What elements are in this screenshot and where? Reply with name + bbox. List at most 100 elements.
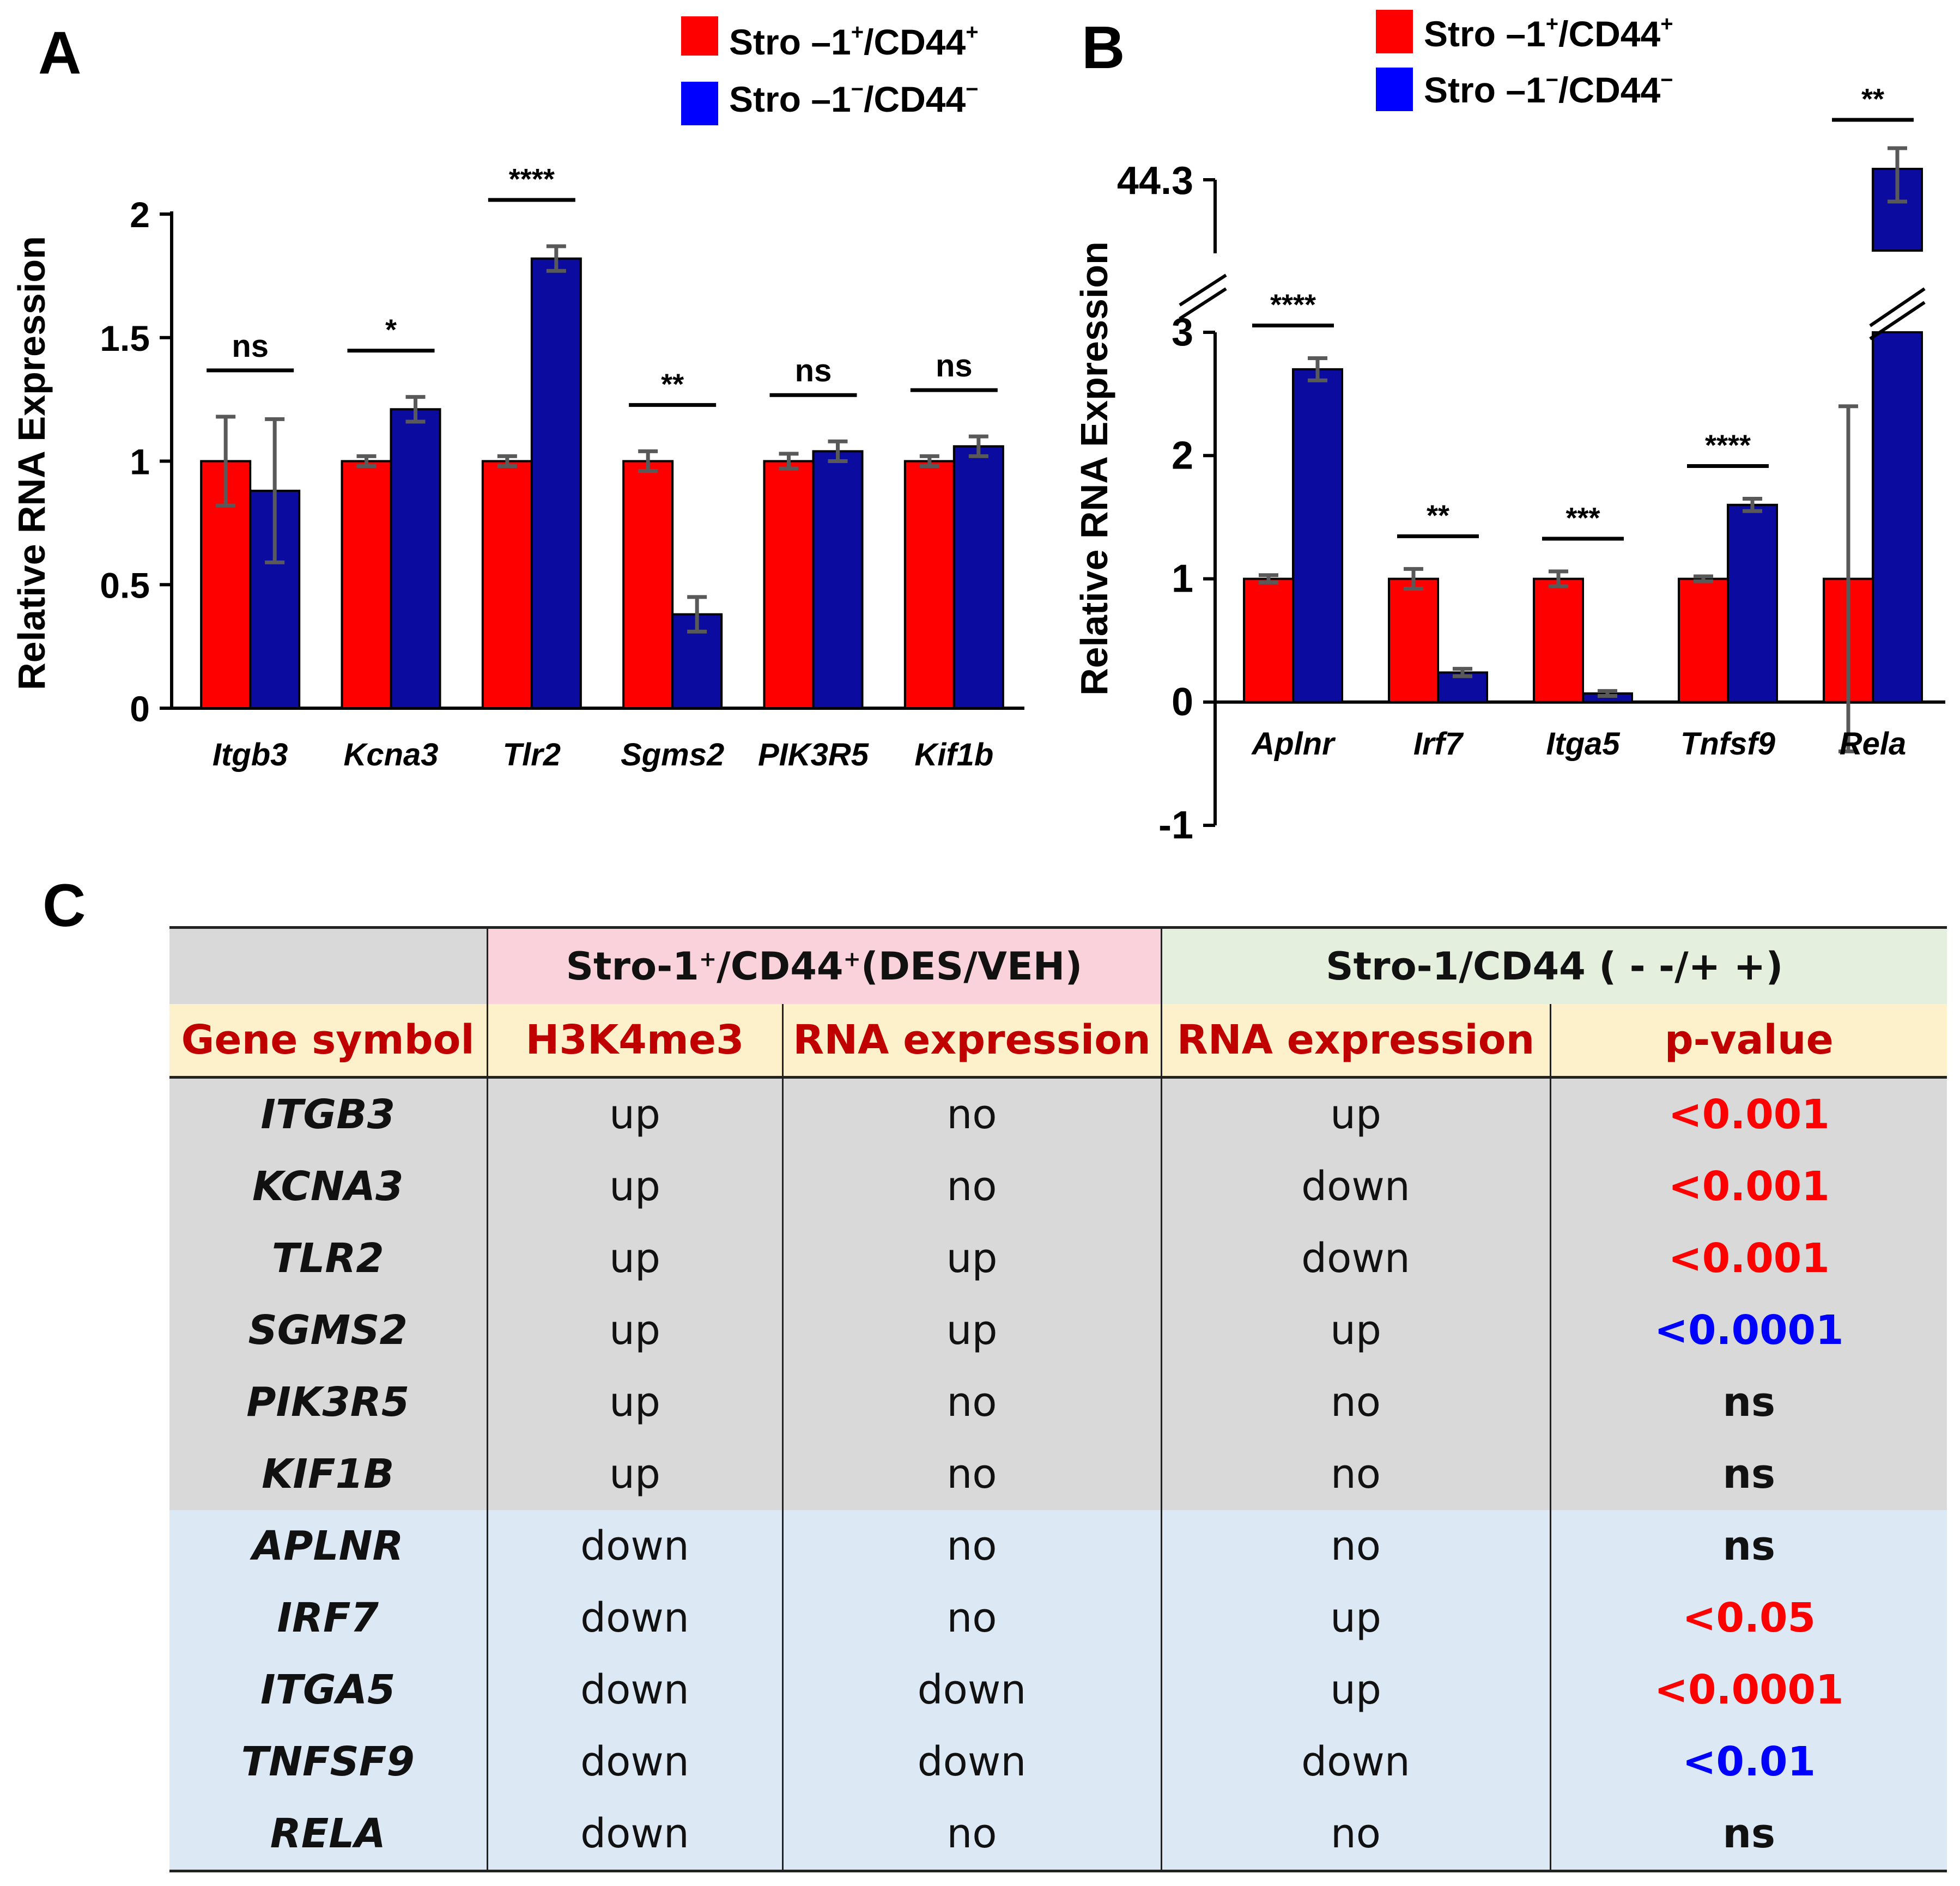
legend-b-blue-sup2: − — [1660, 68, 1673, 92]
h3k4me3-cell: up — [486, 1366, 782, 1438]
results-table-container: Stro-1+/CD44+(DES/VEH) Stro-1/CD44 ( - -… — [169, 926, 1947, 1879]
p-value-cell: ns — [1549, 1798, 1947, 1872]
legend-a-blue-prefix: Stro –1 — [729, 79, 851, 119]
h3k4me3-cell: up — [486, 1077, 782, 1151]
legend-b-label-red: Stro –1+/CD44+ — [1424, 12, 1673, 54]
p-value-cell: ns — [1549, 1438, 1947, 1510]
chart-b-bar-series1 — [1388, 577, 1439, 703]
chart-b-axis-break-mark — [1179, 287, 1227, 320]
legend-a-blue-mid: /CD44 — [864, 79, 966, 119]
rna-expression-2-cell: up — [1160, 1294, 1550, 1366]
chart-a-category-label: Kcna3 — [343, 737, 438, 772]
chart-b-bar-break-gap — [1867, 252, 1927, 328]
p-value-cell: ns — [1549, 1366, 1947, 1438]
chart-a-bar-series2 — [530, 257, 582, 709]
table-row: IRF7 down no up <0.05 — [169, 1582, 1947, 1654]
chart-a-bar-series1 — [763, 460, 815, 709]
h3k4me3-cell: down — [486, 1726, 782, 1798]
results-table: Stro-1+/CD44+(DES/VEH) Stro-1/CD44 ( - -… — [169, 926, 1947, 1872]
legend-b-red-sup1: + — [1546, 12, 1558, 36]
legend-a-label-blue: Stro –1−/CD44− — [729, 77, 979, 119]
legend-a-swatch-blue — [681, 82, 718, 125]
rna-expression-1-cell: no — [781, 1582, 1161, 1654]
rna-expression-2-cell: up — [1160, 1654, 1550, 1726]
p-value-cell: <0.001 — [1549, 1077, 1947, 1151]
chart-a-significance-label: ** — [661, 368, 684, 400]
chart-a-significance-label: ns — [795, 353, 832, 388]
legend-b-swatch-red — [1376, 10, 1413, 53]
chart-a-ytick-label: 0.5 — [100, 565, 150, 605]
chart-b-bar-series2 — [1727, 503, 1778, 703]
chart-b-ytick-label: 0 — [1172, 680, 1193, 724]
chart-a-category-label: Itgb3 — [213, 737, 288, 772]
chart-b-category-label: Aplnr — [1251, 726, 1336, 762]
rna-expression-1-cell: no — [781, 1077, 1161, 1151]
legend-a-label-red: Stro –1+/CD44+ — [729, 20, 979, 62]
legend-b-red-sup2: + — [1660, 12, 1673, 36]
chart-b-ylabel: Relative RNA Expression — [1073, 241, 1115, 696]
legend-b-blue-mid: /CD44 — [1558, 70, 1660, 110]
chart-b-bar-series2 — [1872, 331, 1923, 703]
legend-b-label-blue: Stro –1−/CD44− — [1424, 68, 1673, 110]
rna-expression-1-cell: down — [781, 1726, 1161, 1798]
column-header-gene-symbol: Gene symbol — [169, 1004, 487, 1079]
chart-b-bar-series1 — [1678, 577, 1729, 703]
chart-b-significance-label: **** — [1705, 429, 1751, 461]
p-value-cell: <0.0001 — [1549, 1654, 1947, 1726]
rna-expression-1-cell: up — [781, 1222, 1161, 1294]
chart-a-category-label: Tlr2 — [503, 737, 561, 772]
chart-a-ylabel: Relative RNA Expression — [10, 236, 53, 690]
chart-a-ytick-label: 1 — [130, 442, 150, 482]
table-row: ITGA5 down down up <0.0001 — [169, 1654, 1947, 1726]
panel-b-letter: B — [1082, 14, 1125, 81]
legend-a-red-sup2: + — [966, 20, 978, 44]
gene-cell: KIF1B — [169, 1438, 487, 1510]
column-header-rna-expression-1: RNA expression — [781, 1004, 1161, 1079]
legend-b-blue-prefix: Stro –1 — [1424, 70, 1546, 110]
rna-expression-1-cell: no — [781, 1798, 1161, 1872]
gene-cell: KCNA3 — [169, 1151, 487, 1222]
h3k4me3-cell: down — [486, 1582, 782, 1654]
gene-cell: PIK3R5 — [169, 1366, 487, 1438]
chart-b-ytick-label: 3 — [1172, 311, 1193, 354]
rna-expression-2-cell: no — [1160, 1798, 1550, 1872]
rna-expression-1-cell: no — [781, 1510, 1161, 1582]
h3k4me3-cell: up — [486, 1222, 782, 1294]
chart-b-category-label: Rela — [1840, 726, 1907, 762]
p-value-cell: <0.05 — [1549, 1582, 1947, 1654]
chart-a-ytick-label: 1.5 — [100, 318, 150, 358]
chart-a-ytick-label: 2 — [130, 194, 150, 235]
h3k4me3-cell: down — [486, 1510, 782, 1582]
group-header-1-sup1: + — [699, 947, 717, 972]
rna-expression-1-cell: down — [781, 1654, 1161, 1726]
legend-a: Stro –1+/CD44+ Stro –1−/CD44− — [681, 16, 979, 125]
table-row: KIF1B up no no ns — [169, 1438, 1947, 1510]
chart-b-significance-label: ** — [1427, 499, 1449, 532]
table-row: TNFSF9 down down down <0.01 — [169, 1726, 1947, 1798]
gene-cell: APLNR — [169, 1510, 487, 1582]
group-header-1-sup2: + — [843, 947, 861, 972]
h3k4me3-cell: up — [486, 1438, 782, 1510]
chart-b-bar-break-mark — [1869, 287, 1926, 327]
legend-a-red-sup1: + — [851, 20, 864, 44]
legend-b-red-prefix: Stro –1 — [1424, 14, 1546, 54]
table-row: ITGB3 up no up <0.001 — [169, 1077, 1947, 1151]
table-row: PIK3R5 up no no ns — [169, 1366, 1947, 1438]
table-row: TLR2 up up down <0.001 — [169, 1222, 1947, 1294]
panel-a-letter: A — [38, 20, 81, 87]
rna-expression-1-cell: up — [781, 1294, 1161, 1366]
table-header-blank — [169, 926, 487, 1004]
rna-expression-2-cell: up — [1160, 1582, 1550, 1654]
rna-expression-2-cell: down — [1160, 1151, 1550, 1222]
table-row: SGMS2 up up up <0.0001 — [169, 1294, 1947, 1366]
legend-a-red-prefix: Stro –1 — [729, 22, 851, 62]
rna-expression-2-cell: no — [1160, 1438, 1550, 1510]
h3k4me3-cell: down — [486, 1654, 782, 1726]
rna-expression-2-cell: up — [1160, 1077, 1550, 1151]
chart-a-category-label: Kif1b — [914, 737, 993, 772]
legend-b: Stro –1+/CD44+ Stro –1−/CD44− — [1376, 10, 1673, 111]
chart-a-bar-series2 — [952, 445, 1004, 709]
table-group-header-1: Stro-1+/CD44+(DES/VEH) — [486, 926, 1161, 1004]
chart-b-category-label: Irf7 — [1413, 726, 1464, 762]
chart-a-category-label: PIK3R5 — [758, 737, 869, 772]
